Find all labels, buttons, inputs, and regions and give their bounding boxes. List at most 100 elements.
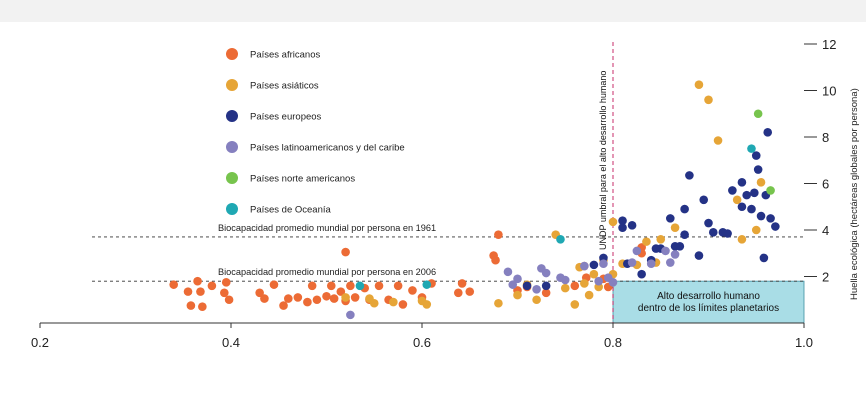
- region-box-label-1: Alto desarrollo humano: [657, 291, 760, 302]
- point-africa-41: [491, 255, 500, 265]
- x-tick-label-2: 0.4: [222, 335, 240, 350]
- point-oceania-4: [747, 144, 756, 153]
- point-europe-5: [618, 216, 627, 225]
- region-box-label-2: dentro de los límites planetarios: [638, 303, 779, 314]
- points-layer: [169, 80, 780, 320]
- point-africa-12: [260, 294, 269, 303]
- point-asia-29: [704, 95, 713, 105]
- point-latam-12: [599, 259, 608, 269]
- y-tick-label-5: 10: [822, 84, 836, 99]
- point-asia-32: [737, 235, 747, 244]
- threshold-label: UNDP umbral para el alto desarrollo huma…: [598, 71, 608, 250]
- point-africa-9: [224, 295, 234, 305]
- point-latam-16: [632, 246, 642, 256]
- point-africa-45: [541, 288, 551, 298]
- point-europe-15: [675, 241, 685, 251]
- reference-line-label-1: Biocapacidad promedio mundial por person…: [218, 223, 436, 233]
- point-asia-34: [756, 178, 766, 187]
- point-europe-16: [680, 204, 689, 214]
- point-africa-3: [186, 301, 196, 310]
- point-latam-4: [513, 274, 522, 284]
- legend-marker-oceania: [226, 203, 238, 215]
- point-europe-34: [759, 253, 769, 263]
- point-latam-3: [508, 280, 518, 289]
- point-africa-25: [341, 247, 350, 257]
- point-oceania-1: [355, 281, 365, 291]
- point-europe-27: [737, 178, 747, 187]
- point-europe-9: [637, 269, 646, 279]
- legend-label-asia: Países asiáticos: [250, 81, 319, 92]
- point-latam-2: [503, 267, 513, 277]
- y-tick-label-4: 8: [822, 130, 829, 145]
- point-africa-5: [196, 287, 205, 296]
- legend-marker-latam: [226, 141, 238, 153]
- point-africa-19: [312, 295, 322, 305]
- point-europe-31: [751, 151, 761, 160]
- point-asia-23: [642, 237, 651, 246]
- point-asia-27: [670, 223, 680, 232]
- point-africa-20: [322, 291, 331, 301]
- x-tick-label-4: 0.8: [604, 335, 622, 350]
- point-africa-14: [279, 301, 288, 310]
- point-asia-28: [694, 80, 704, 89]
- point-europe-18: [685, 171, 694, 180]
- point-africa-46: [570, 281, 580, 291]
- point-europe-30: [750, 188, 759, 198]
- point-asia-4: [389, 297, 398, 307]
- point-asia-15: [584, 290, 594, 300]
- point-asia-16: [589, 269, 599, 279]
- point-africa-38: [457, 279, 467, 288]
- point-oceania-2: [422, 280, 432, 289]
- y-tick-label-3: 6: [822, 177, 829, 192]
- point-europe-2: [541, 281, 551, 291]
- x-tick-label-1: 0.2: [31, 335, 49, 350]
- x-tick-label-3: 0.6: [413, 335, 431, 350]
- point-africa-2: [183, 287, 193, 296]
- region-box: [612, 280, 805, 324]
- point-latam-7: [541, 268, 551, 278]
- legend-marker-africa: [226, 48, 238, 60]
- legend-marker-namerica: [226, 172, 238, 184]
- point-asia-25: [656, 235, 666, 244]
- y-tick-label-1: 2: [822, 270, 829, 285]
- point-latam-10: [580, 261, 589, 271]
- point-africa-34: [408, 286, 417, 295]
- point-europe-1: [522, 281, 532, 291]
- legend-label-africa: Países africanos: [250, 50, 320, 61]
- point-africa-13: [269, 280, 279, 289]
- point-europe-28: [742, 190, 751, 200]
- legend-label-oceania: Países de Oceanía: [250, 205, 332, 216]
- point-europe-13: [666, 214, 675, 223]
- point-latam-14: [608, 278, 618, 287]
- point-latam-1: [346, 310, 355, 320]
- point-asia-7: [494, 298, 503, 308]
- point-europe-24: [723, 229, 732, 238]
- point-africa-11: [255, 288, 264, 298]
- point-africa-32: [393, 281, 403, 291]
- point-asia-10: [532, 295, 541, 305]
- point-africa-23: [336, 287, 346, 296]
- legend-label-namerica: Países norte americanos: [250, 174, 355, 185]
- point-namerica-2: [766, 186, 775, 195]
- legend: Países africanos Países asiáticos Países e…: [226, 48, 405, 216]
- point-africa-30: [374, 281, 384, 291]
- y-tick-label-6: 12: [822, 37, 836, 52]
- point-asia-14: [580, 279, 589, 288]
- caption-strip: [0, 0, 866, 22]
- point-asia-6: [422, 300, 432, 309]
- point-europe-21: [704, 218, 713, 228]
- point-africa-8: [221, 278, 231, 287]
- point-asia-31: [732, 195, 742, 205]
- point-latam-5: [532, 284, 541, 294]
- point-asia-11: [560, 283, 570, 293]
- point-latam-9: [560, 275, 570, 285]
- point-oceania-3: [556, 235, 565, 244]
- legend-marker-asia: [226, 79, 238, 91]
- point-latam-11: [594, 276, 603, 286]
- point-africa-39: [465, 287, 475, 296]
- legend-marker-europe: [226, 110, 238, 122]
- point-europe-29: [747, 204, 756, 214]
- point-africa-21: [326, 281, 336, 291]
- point-europe-8: [627, 221, 637, 230]
